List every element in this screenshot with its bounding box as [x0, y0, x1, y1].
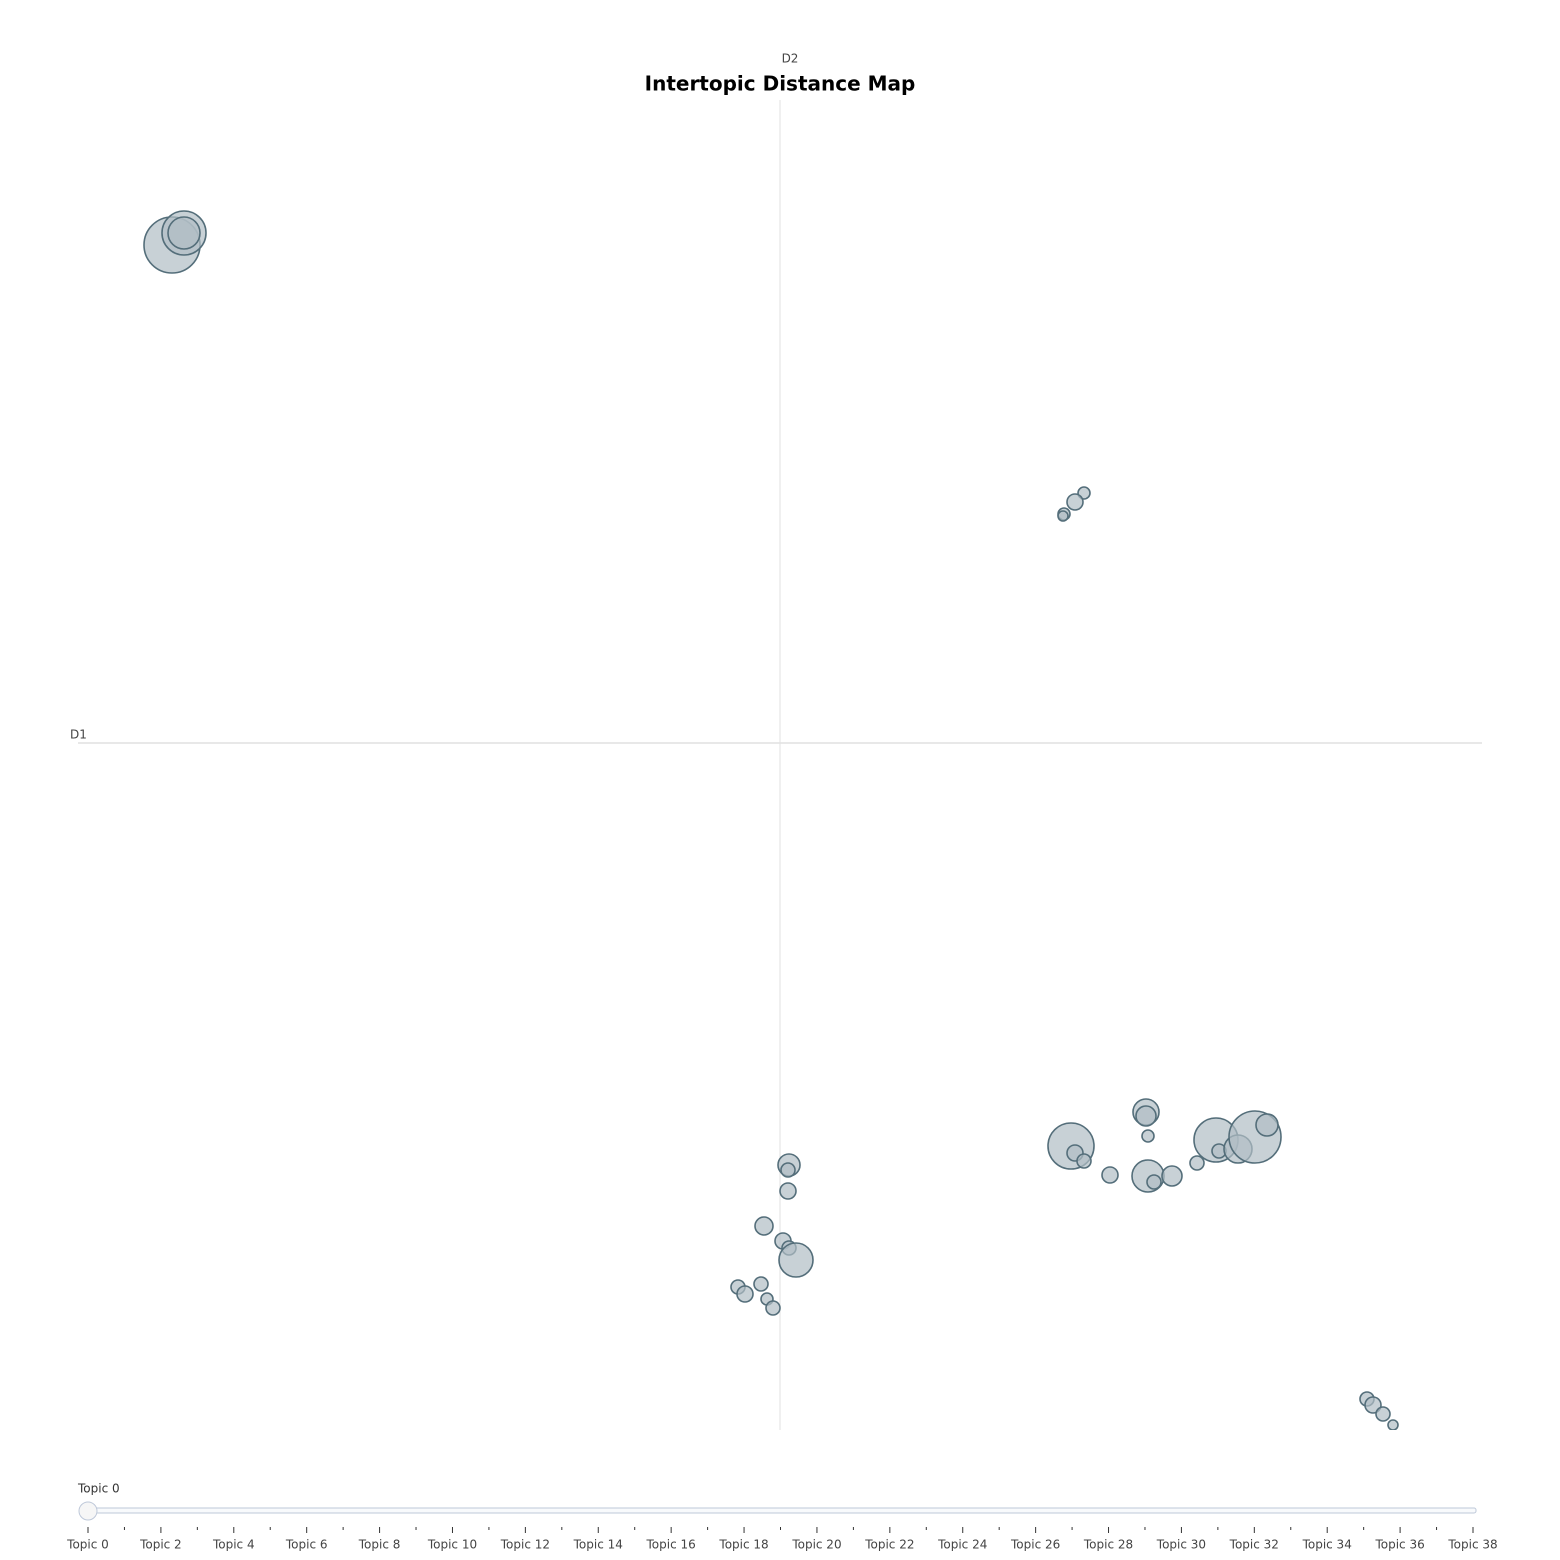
topic-bubble[interactable] [1141, 1129, 1155, 1143]
topic-bubble[interactable] [754, 1216, 774, 1236]
topic-bubble[interactable] [1387, 1419, 1399, 1430]
slider-step-label[interactable]: Topic 6 [285, 1538, 328, 1552]
topic-bubble[interactable] [1146, 1174, 1162, 1190]
slider-step-label[interactable]: Topic 10 [427, 1538, 477, 1552]
slider-step-label[interactable]: Topic 20 [791, 1538, 841, 1552]
slider-step-label[interactable]: Topic 18 [718, 1538, 768, 1552]
slider-step-label[interactable]: Topic 24 [937, 1538, 987, 1552]
slider-step-label[interactable]: Topic 0 [66, 1538, 109, 1552]
topic-bubble[interactable] [1057, 510, 1069, 522]
topic-bubble[interactable] [1066, 493, 1084, 511]
topic-bubble[interactable] [753, 1276, 769, 1292]
slider-current-label: Topic 0 [77, 1482, 120, 1496]
slider[interactable]: Topic 0 Topic 0 Topic 2 Topic 4 Topic 6 Topic… [66, 1482, 1497, 1552]
chart-title: Intertopic Distance Map [645, 72, 916, 96]
slider-step-label[interactable]: Topic 12 [500, 1538, 550, 1552]
slider-step-label[interactable]: Topic 14 [573, 1538, 623, 1552]
slider-handle[interactable] [78, 1501, 98, 1521]
topic-bubble[interactable] [1076, 1153, 1092, 1169]
slider-step-label[interactable]: Topic 32 [1229, 1538, 1279, 1552]
topic-bubble[interactable] [1101, 1166, 1119, 1184]
x-axis-label: D1 [70, 728, 87, 742]
slider-step-label[interactable]: Topic 28 [1083, 1538, 1133, 1552]
topic-bubble[interactable] [167, 216, 201, 250]
topic-bubble[interactable] [1364, 1396, 1382, 1414]
topic-bubble[interactable] [780, 1162, 796, 1178]
topic-bubble[interactable] [1189, 1155, 1205, 1171]
slider-step-label[interactable]: Topic 34 [1302, 1538, 1352, 1552]
slider-track [84, 1507, 1477, 1514]
slider-step-label[interactable]: Topic 30 [1156, 1538, 1206, 1552]
y-axis-label: D2 [782, 52, 799, 66]
topic-bubble[interactable] [779, 1182, 797, 1200]
topic-bubble[interactable] [1255, 1113, 1279, 1137]
slider-step-label[interactable]: Topic 16 [646, 1538, 696, 1552]
slider-step-label[interactable]: Topic 22 [864, 1538, 914, 1552]
topic-bubble[interactable] [778, 1242, 814, 1278]
slider-step-label[interactable]: Topic 26 [1010, 1538, 1060, 1552]
topic-bubble[interactable] [1375, 1406, 1391, 1422]
slider-step-label[interactable]: Topic 38 [1447, 1538, 1497, 1552]
slider-step-label[interactable]: Topic 36 [1374, 1538, 1424, 1552]
topic-bubble[interactable] [1161, 1165, 1183, 1187]
topic-bubble[interactable] [765, 1300, 781, 1316]
slider-step-label[interactable]: Topic 4 [212, 1538, 255, 1552]
slider-step-label[interactable]: Topic 2 [139, 1538, 182, 1552]
slider-step-label[interactable]: Topic 8 [358, 1538, 401, 1552]
topic-bubble[interactable] [1135, 1105, 1157, 1127]
topic-bubble[interactable] [736, 1285, 754, 1303]
plot-area [143, 210, 1399, 1430]
